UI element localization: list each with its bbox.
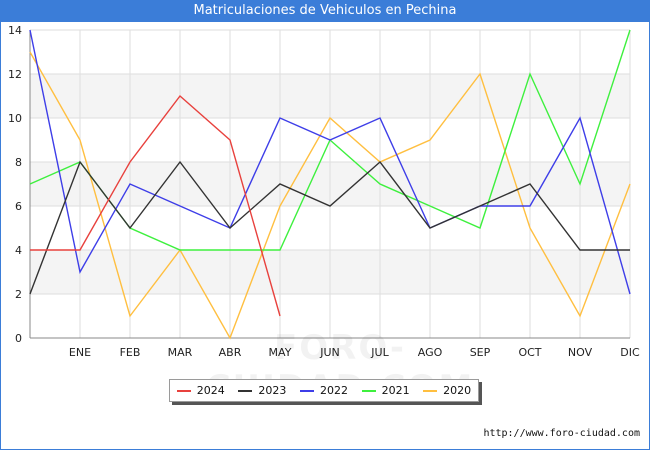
source-url: http://www.foro-ciudad.com [483, 428, 640, 439]
x-tick-label: JUL [370, 346, 389, 359]
x-tick-label: ENE [69, 346, 91, 359]
y-tick-label: 6 [15, 200, 22, 213]
y-tick-label: 12 [8, 68, 22, 81]
x-tick-label: FEB [120, 346, 141, 359]
legend-swatch-2024 [176, 389, 191, 392]
series-line-2020 [29, 51, 631, 340]
legend-item-2024: 2024 [176, 384, 225, 397]
legend-label-2021: 2021 [381, 384, 410, 397]
legend-swatch-2020 [423, 389, 438, 392]
y-tick-labels: 0 2 4 6 8 10 12 14 [8, 24, 22, 345]
x-tick-label: ABR [219, 346, 242, 359]
y-tick-label: 8 [15, 156, 22, 169]
y-tick-label: 10 [8, 112, 22, 125]
series-lines [29, 29, 631, 340]
legend-item-2022: 2022 [299, 384, 348, 397]
legend-item-2020: 2020 [423, 384, 471, 397]
x-tick-label: AGO [418, 346, 443, 359]
x-tick-labels: ENE FEB MAR ABR MAY JUN JUL AGO SEP OCT NOV DIC [69, 346, 640, 359]
legend-item-2021: 2021 [361, 384, 410, 397]
x-tick-label: SEP [470, 346, 491, 359]
legend-label-2024: 2024 [196, 384, 225, 397]
chart-title: Matriculaciones de Vehiculos en Pechina [0, 0, 650, 22]
y-tick-label: 14 [8, 24, 22, 37]
y-tick-label: 4 [15, 244, 22, 257]
legend-label-2022: 2022 [319, 384, 348, 397]
legend: 2024 2023 2022 2021 2020 [169, 379, 479, 402]
x-tick-label: JUN [319, 346, 340, 359]
legend-swatch-2022 [299, 389, 314, 392]
series-line-2022 [29, 29, 631, 295]
legend-item-2023: 2023 [238, 384, 286, 397]
legend-swatch-2023 [238, 389, 253, 392]
x-tick-label: DIC [620, 346, 640, 359]
x-tick-label: NOV [568, 346, 593, 359]
legend-label-2020: 2020 [443, 384, 472, 397]
series-line-2023 [29, 160, 630, 295]
x-tick-label: MAY [269, 346, 292, 359]
x-tick-label: OCT [518, 346, 541, 359]
legend-swatch-2021 [361, 389, 376, 392]
legend-label-2023: 2023 [258, 384, 287, 397]
series-line-2024 [30, 94, 281, 317]
y-tick-label: 0 [15, 332, 22, 345]
y-tick-label: 2 [15, 288, 22, 301]
x-tick-label: MAR [168, 346, 193, 359]
